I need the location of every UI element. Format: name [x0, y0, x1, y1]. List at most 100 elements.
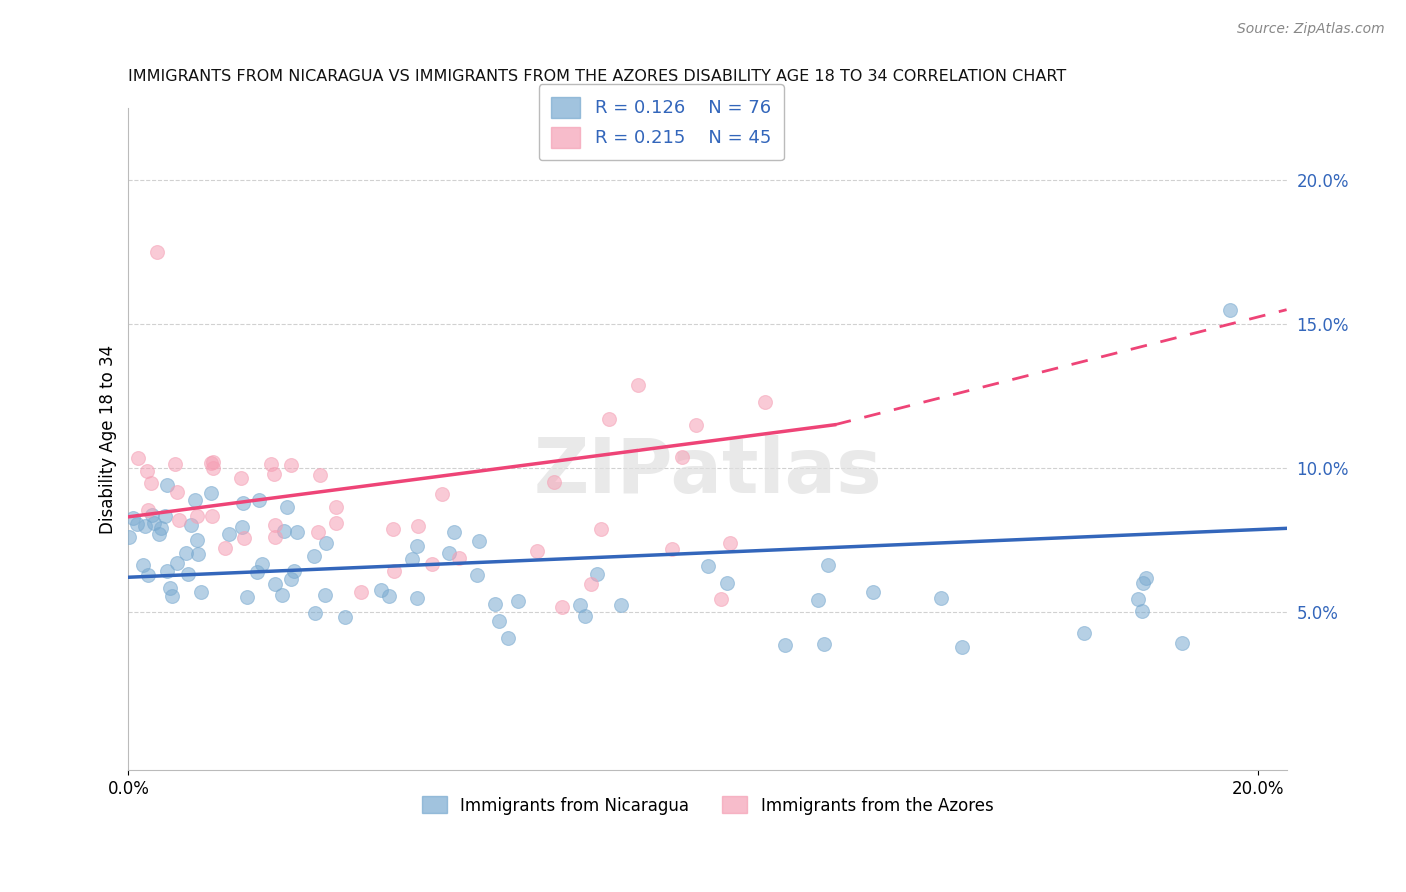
Point [551, 599, 574, 614]
Point [333, 610, 356, 624]
Point [142, 516, 165, 530]
Point [145, 245, 167, 260]
Point [233, 531, 256, 545]
Point [252, 558, 274, 572]
Point [201, 461, 224, 475]
Point [384, 564, 406, 578]
Point [166, 485, 188, 500]
Point [405, 591, 427, 606]
Point [229, 471, 252, 485]
Point [405, 539, 427, 553]
Point [449, 551, 471, 566]
Point [817, 558, 839, 572]
Point [139, 475, 162, 490]
Point [696, 559, 718, 574]
Point [287, 524, 309, 539]
Text: Source: ZipAtlas.com: Source: ZipAtlas.com [1237, 22, 1385, 37]
Point [136, 465, 159, 479]
Point [127, 516, 149, 531]
Point [1219, 302, 1241, 317]
Point [218, 527, 240, 541]
Point [180, 517, 202, 532]
Point [716, 576, 738, 591]
Point [186, 533, 208, 548]
Point [488, 614, 510, 628]
Point [929, 591, 952, 606]
Point [127, 451, 149, 466]
Point [156, 478, 179, 492]
Point [401, 551, 423, 566]
Point [526, 544, 548, 558]
Point [484, 597, 506, 611]
Point [280, 458, 302, 472]
Y-axis label: Disability Age 18 to 34: Disability Age 18 to 34 [100, 344, 117, 533]
Point [236, 590, 259, 604]
Point [468, 534, 491, 549]
Point [315, 536, 337, 550]
Point [231, 520, 253, 534]
Point [264, 530, 287, 544]
Point [201, 455, 224, 469]
Point [246, 566, 269, 580]
Point [370, 583, 392, 598]
Point [506, 594, 529, 608]
Point [166, 556, 188, 570]
Point [496, 631, 519, 645]
Point [186, 509, 208, 524]
Point [162, 589, 184, 603]
Point [307, 525, 329, 540]
Point [264, 518, 287, 533]
Point [950, 640, 973, 655]
Point [350, 584, 373, 599]
Point [132, 558, 155, 572]
Point [190, 584, 212, 599]
Point [148, 527, 170, 541]
Point [661, 541, 683, 556]
Point [420, 557, 443, 571]
Point [283, 564, 305, 578]
Point [165, 458, 187, 472]
Point [465, 567, 488, 582]
Point [260, 457, 283, 471]
Point [437, 546, 460, 560]
Point [807, 592, 830, 607]
Point [862, 585, 884, 599]
Point [153, 508, 176, 523]
Point [586, 567, 609, 582]
Point [184, 493, 207, 508]
Point [627, 378, 650, 392]
Text: ZIPatlas: ZIPatlas [533, 435, 882, 509]
Point [543, 475, 565, 490]
Point [177, 566, 200, 581]
Point [709, 591, 731, 606]
Legend: Immigrants from Nicaragua, Immigrants from the Azores: Immigrants from Nicaragua, Immigrants fr… [415, 789, 1000, 822]
Point [381, 522, 404, 536]
Point [598, 411, 620, 425]
Point [579, 577, 602, 591]
Point [134, 519, 156, 533]
Point [813, 637, 835, 651]
Point [200, 457, 222, 471]
Point [169, 513, 191, 527]
Point [159, 581, 181, 595]
Point [378, 589, 401, 603]
Point [718, 535, 741, 549]
Point [308, 468, 330, 483]
Point [1130, 604, 1153, 618]
Point [263, 467, 285, 481]
Point [156, 564, 179, 578]
Point [247, 493, 270, 508]
Point [314, 588, 336, 602]
Point [1135, 571, 1157, 585]
Point [754, 395, 776, 409]
Point [325, 516, 347, 531]
Point [591, 522, 613, 536]
Point [685, 418, 707, 433]
Point [671, 450, 693, 464]
Point [1073, 626, 1095, 640]
Point [136, 568, 159, 582]
Point [304, 606, 326, 620]
Point [304, 549, 326, 563]
Point [773, 638, 796, 652]
Point [270, 588, 292, 602]
